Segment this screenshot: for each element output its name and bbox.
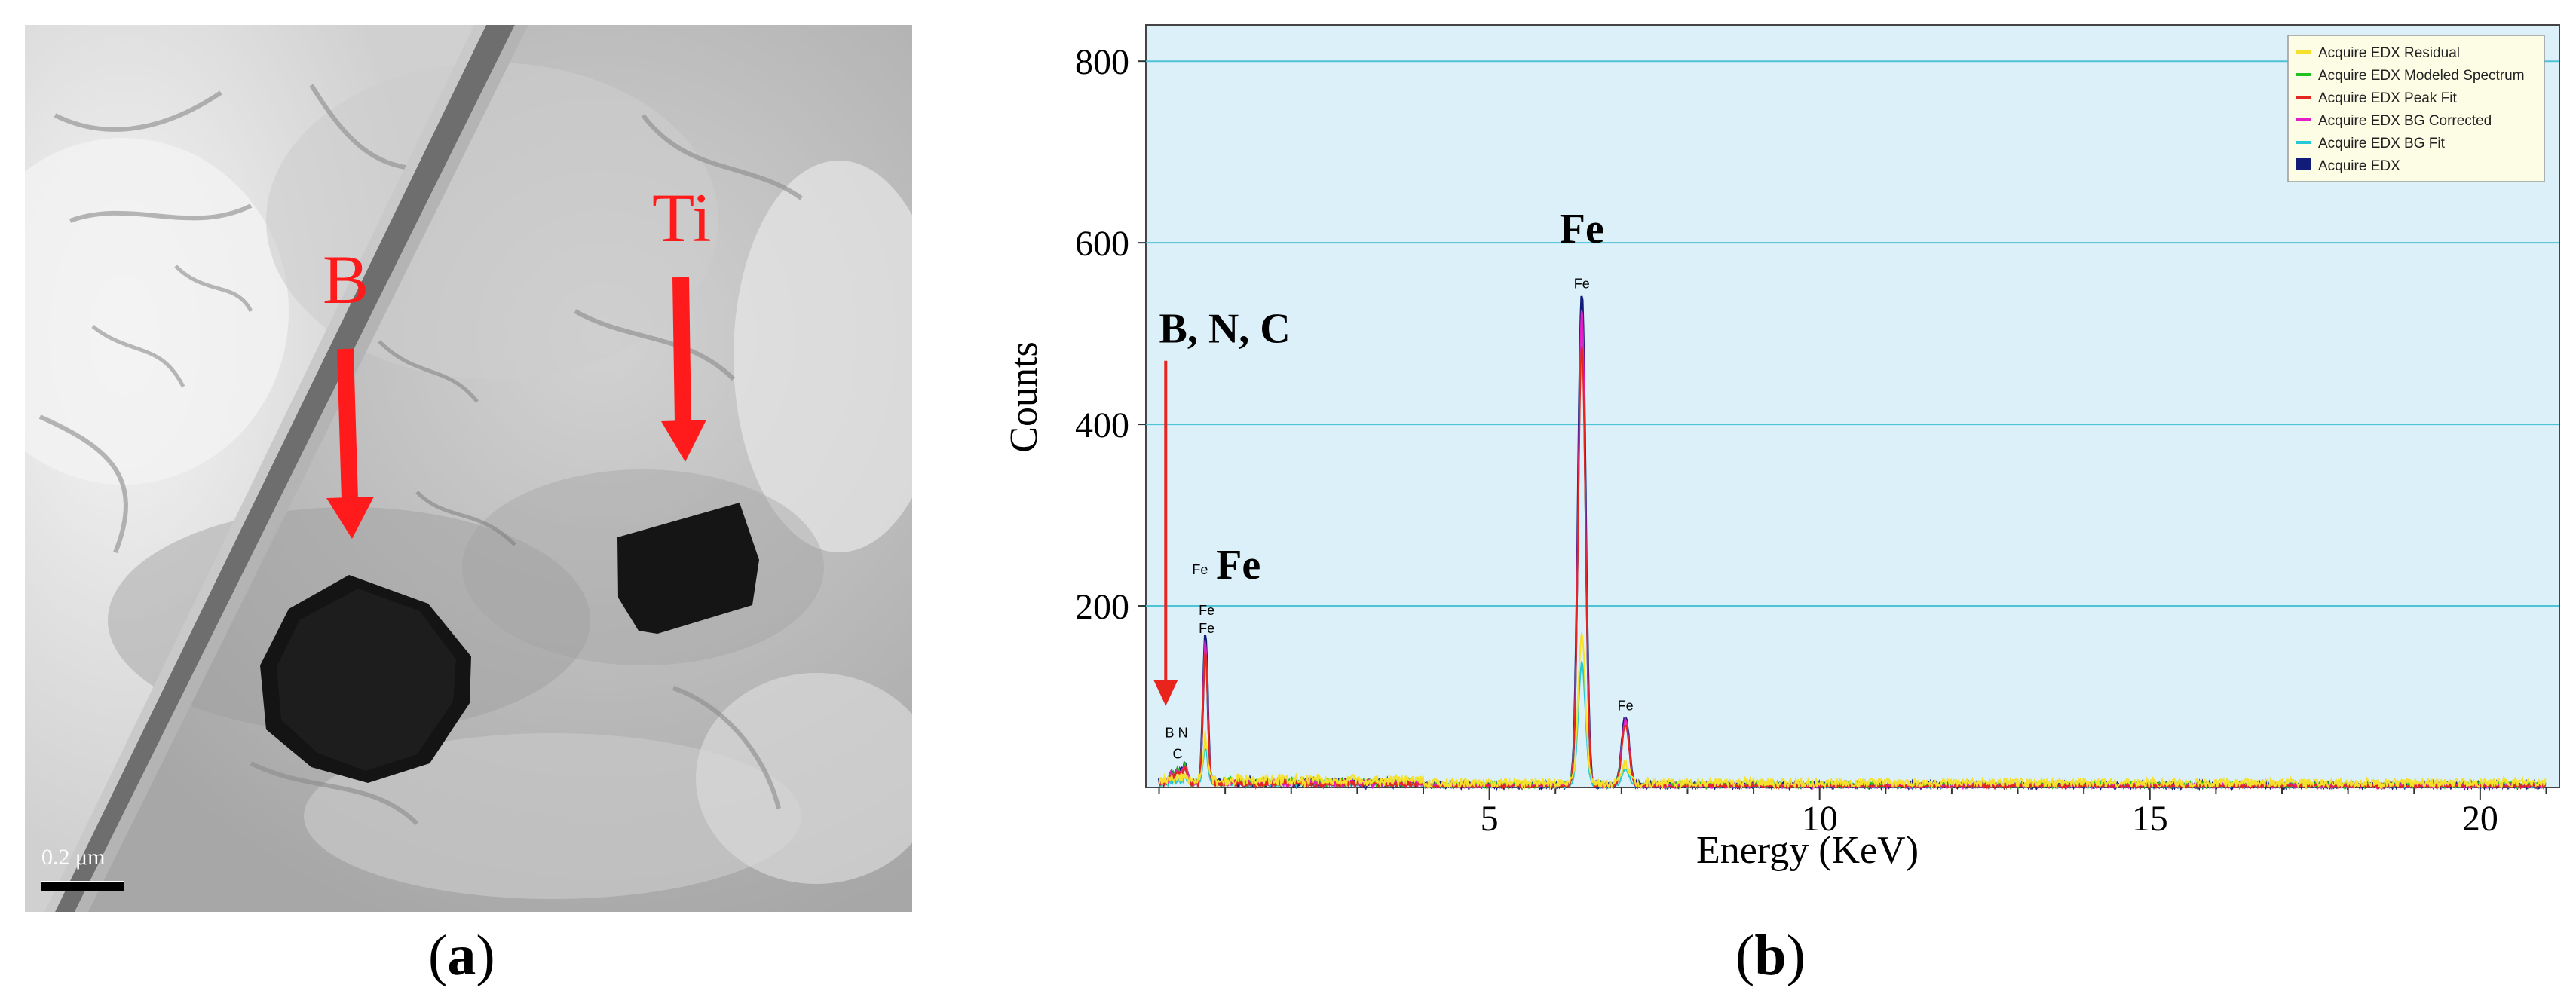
peak-label: N (1178, 726, 1188, 741)
legend-entry: Acquire EDX Residual (2318, 45, 2460, 61)
titanium-arrow (661, 277, 706, 462)
caption-b: (b) (1735, 924, 1806, 987)
titanium-label: Ti (652, 179, 712, 256)
legend-entry: Acquire EDX Peak Fit (2318, 90, 2457, 106)
y-tick-label: 600 (1075, 224, 1129, 264)
element-annotation: Fe (1216, 542, 1260, 589)
boron-label: B (323, 241, 369, 318)
legend-swatch (2296, 158, 2311, 170)
element-annotation: Fe (1560, 206, 1604, 252)
caption-a: (a) (428, 924, 495, 987)
spectrum-residual (1158, 631, 2547, 790)
y-tick-label: 400 (1075, 405, 1129, 445)
scale-bar (41, 881, 124, 891)
y-axis-label: Counts (1003, 341, 1046, 452)
peak-label: Fe (1192, 562, 1208, 577)
peak-label: B (1165, 726, 1175, 741)
tem-micrograph: B Ti 0.2 μm (25, 25, 912, 912)
element-annotation: B, N, C (1159, 306, 1291, 353)
x-axis-label: Energy (KeV) (1696, 829, 1919, 872)
x-tick-label: 15 (2132, 799, 2168, 839)
peak-label: C (1173, 746, 1183, 761)
tem-image (25, 25, 912, 912)
peak-label: Fe (1199, 603, 1214, 618)
boron-arrow (326, 348, 374, 539)
peak-label: Fe (1618, 699, 1634, 714)
x-tick-label: 10 (1802, 799, 1838, 839)
x-tick-label: 5 (1481, 799, 1499, 839)
peak-label: Fe (1199, 621, 1214, 636)
scale-bar-label: 0.2 μm (41, 845, 106, 870)
y-tick-label: 800 (1075, 42, 1129, 82)
caption-b-letter: b (1754, 924, 1787, 987)
legend-box (2287, 35, 2545, 182)
x-tick-label: 20 (2462, 799, 2498, 839)
arrows-layer (326, 277, 706, 539)
legend-entry: Acquire EDX BG Fit (2318, 136, 2446, 151)
caption-a-letter: a (447, 924, 476, 987)
legend-entry: Acquire EDX BG Corrected (2318, 113, 2492, 129)
legend-entry: Acquire EDX Modeled Spectrum (2318, 68, 2525, 84)
legend-entry: Acquire EDX (2318, 158, 2400, 174)
y-tick-label: 200 (1075, 587, 1129, 627)
peak-label: Fe (1574, 276, 1590, 291)
bnc-arrow-head (1153, 680, 1178, 706)
